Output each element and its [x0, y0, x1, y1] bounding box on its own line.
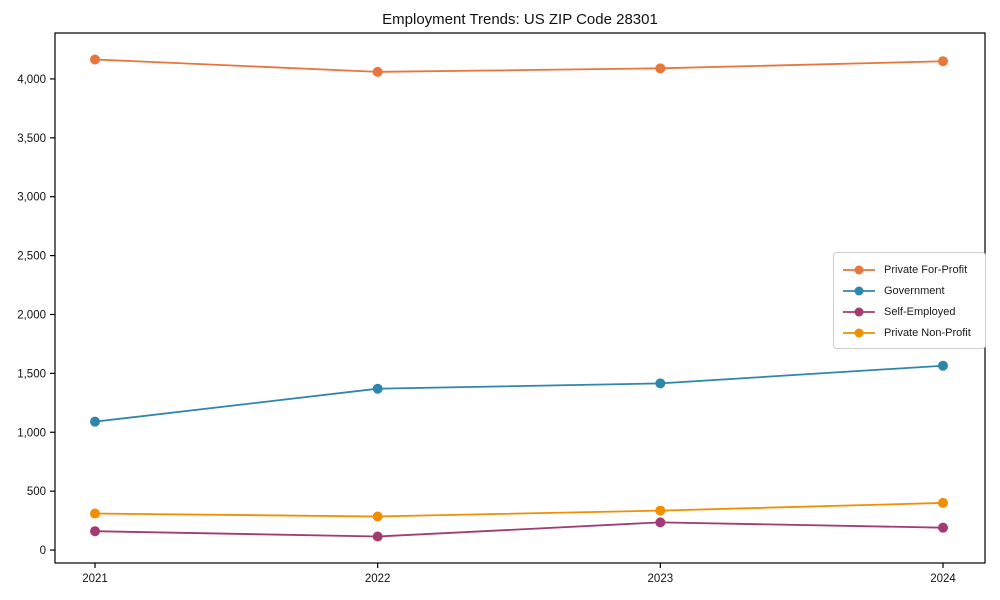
- data-point-government-2021: [90, 416, 100, 427]
- legend-dot-sample: [854, 307, 864, 316]
- y-axis-tick-label: 3,000: [17, 192, 46, 204]
- legend-dot-sample: [854, 328, 864, 337]
- series-line-private-for-profit: [94, 58, 944, 73]
- series-line-self-employed: [94, 521, 944, 538]
- x-axis-tick-label: 2024: [930, 573, 956, 585]
- legend-item-government: Government: [842, 280, 977, 301]
- y-axis-tick-label: 500: [27, 486, 46, 498]
- legend-marker-icon: [843, 286, 875, 295]
- y-axis-tick-label: 1,000: [17, 427, 46, 439]
- data-point-private-non-profit-2021: [90, 508, 100, 519]
- data-point-government-2022: [372, 383, 383, 394]
- y-axis-tick-label: 0: [40, 545, 46, 557]
- data-point-self-employed-2024: [938, 522, 949, 533]
- legend-item-private-for-profit: Private For-Profit: [842, 259, 977, 280]
- y-axis-tick-label: 1,500: [17, 368, 46, 380]
- legend-item-self-employed: Self-Employed: [842, 301, 977, 322]
- legend-dot-sample: [854, 265, 864, 274]
- x-axis-tick-label: 2021: [82, 573, 108, 585]
- legend-label: Government: [884, 284, 945, 297]
- data-point-private-for-profit-2023: [655, 63, 666, 74]
- legend-marker-icon: [843, 265, 875, 274]
- y-axis-tick-label: 4,000: [17, 74, 46, 86]
- data-point-private-non-profit-2023: [655, 505, 666, 516]
- legend-label: Self-Employed: [884, 305, 956, 318]
- series-line-private-non-profit: [94, 502, 944, 518]
- data-point-private-non-profit-2024: [938, 497, 949, 508]
- legend-label: Private Non-Profit: [884, 326, 971, 339]
- legend-marker-icon: [843, 307, 875, 316]
- data-point-self-employed-2022: [372, 531, 383, 542]
- data-point-self-employed-2021: [90, 526, 100, 537]
- y-axis-tick-label: 2,500: [17, 251, 46, 263]
- data-point-private-for-profit-2024: [938, 56, 949, 67]
- y-axis-tick-label: 2,000: [17, 309, 46, 321]
- data-point-self-employed-2023: [655, 517, 666, 528]
- chart-legend: Private For-Profit Government Self-Employe…: [833, 252, 986, 349]
- legend-item-private-non-profit: Private Non-Profit: [842, 322, 977, 343]
- x-axis-tick-label: 2022: [365, 573, 391, 585]
- data-point-private-for-profit-2022: [372, 66, 383, 77]
- data-point-government-2024: [938, 360, 949, 371]
- legend-dot-sample: [854, 286, 864, 295]
- data-point-government-2023: [655, 378, 666, 389]
- series-line-government: [94, 364, 944, 423]
- chart-title: Employment Trends: US ZIP Code 28301: [382, 11, 658, 28]
- legend-label: Private For-Profit: [884, 263, 968, 276]
- y-axis-tick-label: 3,500: [17, 133, 46, 145]
- data-point-private-for-profit-2021: [90, 54, 100, 65]
- data-point-private-non-profit-2022: [372, 511, 383, 522]
- x-axis-tick-label: 2023: [648, 573, 674, 585]
- legend-marker-icon: [843, 328, 875, 337]
